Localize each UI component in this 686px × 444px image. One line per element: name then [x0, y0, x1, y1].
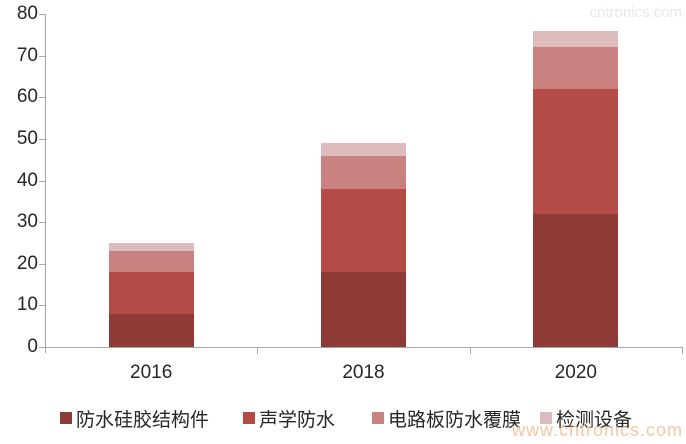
y-tick-label: 0 — [27, 336, 38, 357]
legend-label: 检测设备 — [556, 409, 633, 431]
legend-swatch — [243, 412, 255, 424]
legend-swatch — [60, 412, 72, 424]
bar-segment — [321, 272, 406, 347]
y-tick-mark — [39, 222, 45, 224]
bar-segment — [321, 188, 406, 273]
watermark-bottom: www.cntronics.com — [511, 420, 683, 440]
y-tick-mark — [39, 263, 45, 265]
bar-segment — [533, 47, 619, 89]
stacked-bar-2020 — [533, 30, 619, 347]
x-category-label: 2020 — [554, 362, 597, 383]
y-tick-label: 80 — [16, 3, 38, 24]
y-tick-mark — [39, 97, 45, 99]
bar-segment — [108, 251, 194, 273]
x-tick-mark — [257, 348, 259, 354]
y-tick-label: 60 — [16, 86, 38, 108]
x-category-label: 2016 — [130, 362, 173, 383]
y-tick-mark — [39, 347, 45, 348]
legend-item: 电路板防水覆膜 — [372, 406, 522, 431]
y-tick-mark — [39, 14, 45, 15]
chart-legend: 防水硅胶结构件 声学防水 电路板防水覆膜 检测设备 — [0, 406, 686, 432]
y-tick-label: 10 — [16, 294, 38, 316]
x-tick-mark — [469, 348, 471, 354]
legend-label: 声学防水 — [259, 409, 336, 431]
bar-segment — [533, 88, 619, 214]
watermark-top: cntronics.com — [589, 4, 682, 21]
y-tick-label: 40 — [16, 169, 38, 191]
y-tick-mark — [39, 55, 45, 57]
y-tick-label: 30 — [16, 211, 38, 233]
bar-segment — [321, 143, 406, 156]
y-tick-mark — [39, 305, 45, 307]
y-tick-label: 20 — [16, 252, 38, 274]
legend-label: 防水硅胶结构件 — [76, 409, 210, 431]
y-tick-mark — [39, 180, 45, 182]
bar-segment — [108, 242, 194, 252]
bar-segment — [108, 272, 194, 314]
legend-item: 防水硅胶结构件 — [60, 406, 210, 431]
y-tick-mark — [39, 138, 45, 140]
bar-segment — [533, 213, 619, 347]
bar-segment — [533, 30, 619, 48]
x-category-label: 2018 — [342, 362, 385, 383]
stacked-bar-2016 — [108, 242, 194, 347]
legend-swatch — [372, 412, 384, 424]
y-tick-label: 50 — [16, 127, 38, 149]
y-tick-label: 70 — [16, 44, 38, 66]
bar-segment — [108, 313, 194, 347]
y-axis-line — [45, 14, 46, 353]
legend-item: 检测设备 — [540, 406, 633, 431]
x-tick-mark — [682, 348, 683, 354]
legend-swatch — [540, 412, 552, 424]
stacked-bar-2018 — [321, 143, 406, 347]
x-axis-line — [45, 347, 683, 348]
bar-segment — [321, 155, 406, 189]
legend-item: 声学防水 — [243, 406, 336, 431]
legend-label: 电路板防水覆膜 — [388, 409, 522, 431]
